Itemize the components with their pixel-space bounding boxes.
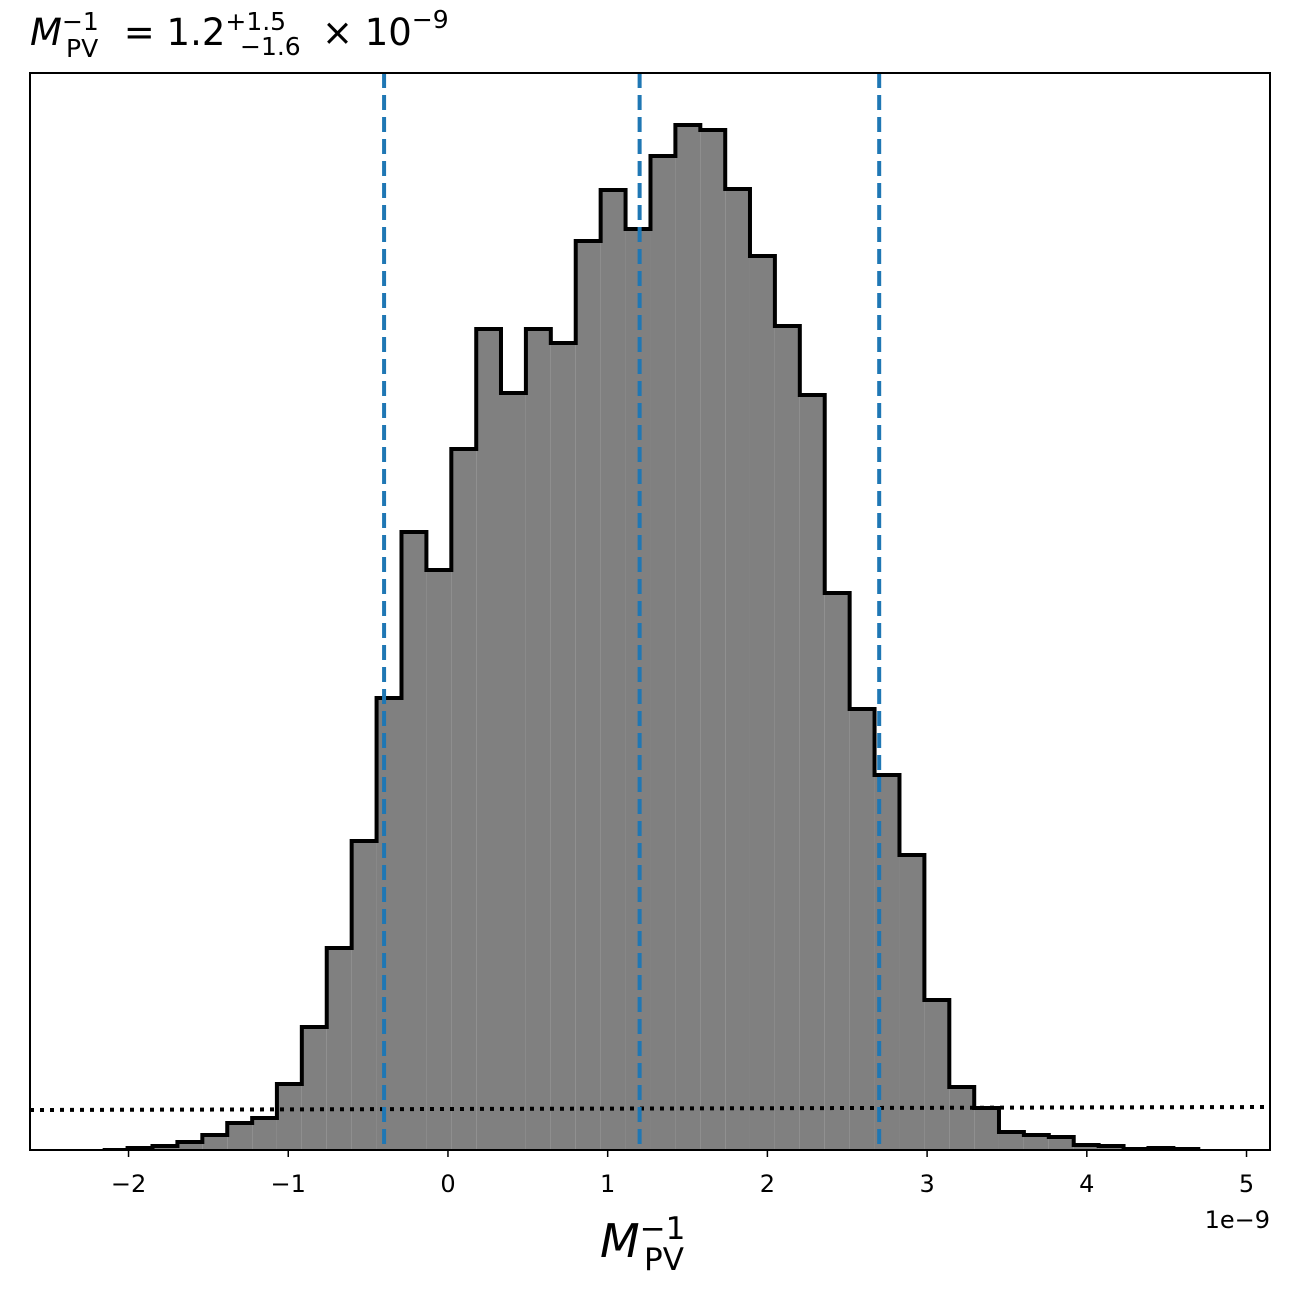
bar xyxy=(1023,1135,1049,1150)
bar xyxy=(451,449,477,1150)
bar xyxy=(998,1132,1024,1150)
title-plus: +1.5 xyxy=(225,7,286,36)
bar xyxy=(700,130,726,1150)
x-tick-label: 1 xyxy=(600,1170,615,1198)
bar xyxy=(426,570,452,1150)
title-symbol: M xyxy=(30,11,62,54)
bar xyxy=(227,1123,253,1150)
title-sub: PV xyxy=(66,34,98,63)
bar xyxy=(849,709,875,1150)
bar xyxy=(749,256,775,1150)
histogram-outline xyxy=(102,123,1201,1150)
bar xyxy=(774,326,800,1150)
bar xyxy=(575,241,601,1150)
bar xyxy=(525,329,551,1150)
chart-title: M−1 PV = 1.2+1.5 −1.6 × 10−9 xyxy=(30,5,449,63)
x-tick-label: 2 xyxy=(760,1170,775,1198)
title-sup: −1 xyxy=(62,7,99,36)
bar xyxy=(550,343,576,1150)
bar xyxy=(351,841,377,1150)
plot-frame xyxy=(29,72,1271,1151)
x-tick-label: −1 xyxy=(271,1170,306,1198)
bar xyxy=(600,190,626,1150)
x-tick-label: 5 xyxy=(1239,1170,1254,1198)
bar xyxy=(276,1084,302,1150)
x-label-sup: −1 xyxy=(640,1211,686,1247)
bar xyxy=(376,698,402,1150)
bar xyxy=(1073,1145,1099,1150)
bar xyxy=(675,125,701,1150)
bar xyxy=(924,1000,950,1150)
bar xyxy=(326,948,352,1150)
x-tick-label: 3 xyxy=(919,1170,934,1198)
dotted-line xyxy=(30,1105,1270,1112)
bar xyxy=(401,532,427,1150)
bar xyxy=(799,395,825,1150)
bar xyxy=(949,1087,975,1150)
bar xyxy=(974,1108,999,1150)
title-exp: −9 xyxy=(412,5,449,34)
bar xyxy=(725,189,750,1150)
title-times: × 10 xyxy=(322,11,412,54)
bar xyxy=(202,1135,228,1150)
bar xyxy=(650,156,676,1150)
title-eq: = 1.2 xyxy=(112,11,225,54)
title-minus: −1.6 xyxy=(240,32,301,61)
bar xyxy=(899,855,925,1150)
x-axis-label: M−1 PV xyxy=(600,1211,685,1278)
bar xyxy=(824,593,850,1150)
x-label-sub: PV xyxy=(644,1242,684,1278)
bar xyxy=(476,329,501,1150)
x-label-symbol: M xyxy=(600,1214,640,1268)
x-tick-label: 0 xyxy=(440,1170,455,1198)
bar xyxy=(1048,1137,1074,1150)
bar xyxy=(301,1027,327,1150)
x-tick-label: −2 xyxy=(111,1170,146,1198)
bar xyxy=(252,1118,277,1150)
bar xyxy=(177,1142,203,1150)
bar xyxy=(500,393,526,1150)
x-tick-label: 4 xyxy=(1079,1170,1094,1198)
x-offset-label: 1e−9 xyxy=(1205,1206,1270,1234)
